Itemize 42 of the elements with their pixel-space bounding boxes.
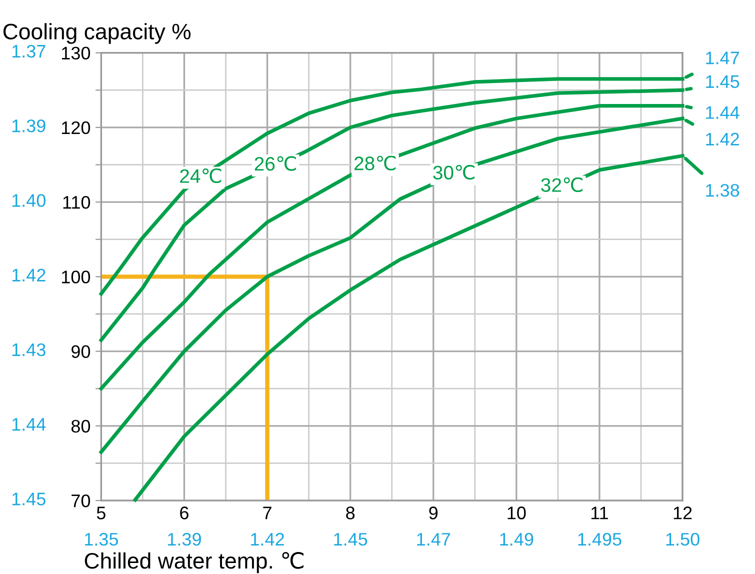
text: 1.42	[706, 132, 739, 146]
text: 1.42	[251, 532, 284, 546]
x-tick-label: 9	[429, 506, 438, 520]
text: 1.43	[12, 343, 46, 356]
y-tick-label: 120	[62, 121, 90, 134]
y-tick-label: 130	[62, 46, 90, 60]
text: 1.45	[334, 533, 368, 546]
y-tick-label: 100	[62, 270, 90, 284]
x-tick-label: 8	[346, 506, 355, 520]
text: 1.40	[12, 194, 46, 207]
text: 1.47	[417, 533, 450, 546]
text: 1.39	[168, 532, 201, 546]
text: 1.37	[12, 44, 46, 58]
x-tick-label: 7	[263, 506, 272, 520]
text: 1.49	[500, 532, 534, 546]
y-tick-label: 70	[72, 494, 90, 508]
text: 1.47	[706, 52, 739, 64]
text: 1.44	[706, 106, 740, 119]
text: 1.42	[12, 268, 46, 282]
series-label: 28℃	[354, 156, 396, 170]
series-label: 26℃	[254, 156, 296, 171]
text: 1.495	[578, 532, 622, 546]
series-label: 24℃	[180, 168, 222, 184]
text: 1.50	[666, 532, 700, 546]
text: 1.45	[706, 75, 740, 88]
y-axis-title: Cooling capacity %	[3, 23, 191, 44]
x-axis-title: Chilled water temp. ℃	[84, 552, 304, 574]
x-tick-label: 6	[180, 506, 188, 520]
series-label: 30℃	[433, 164, 474, 180]
text: 1.45	[12, 492, 46, 506]
x-tick-label: 11	[591, 506, 608, 520]
x-tick-label: 5	[96, 506, 106, 520]
x-tick-label: 12	[674, 506, 692, 520]
y-tick-label: 90	[72, 345, 90, 358]
text: 1.44	[12, 418, 46, 431]
text: 1.35	[84, 532, 118, 546]
y-tick-label: 80	[71, 420, 90, 433]
series-label: 32℃	[541, 177, 582, 192]
text: 1.38	[706, 184, 740, 197]
x-tick-label: 10	[508, 506, 526, 520]
y-tick-label: 110	[63, 196, 90, 209]
text: 1.39	[12, 119, 46, 132]
